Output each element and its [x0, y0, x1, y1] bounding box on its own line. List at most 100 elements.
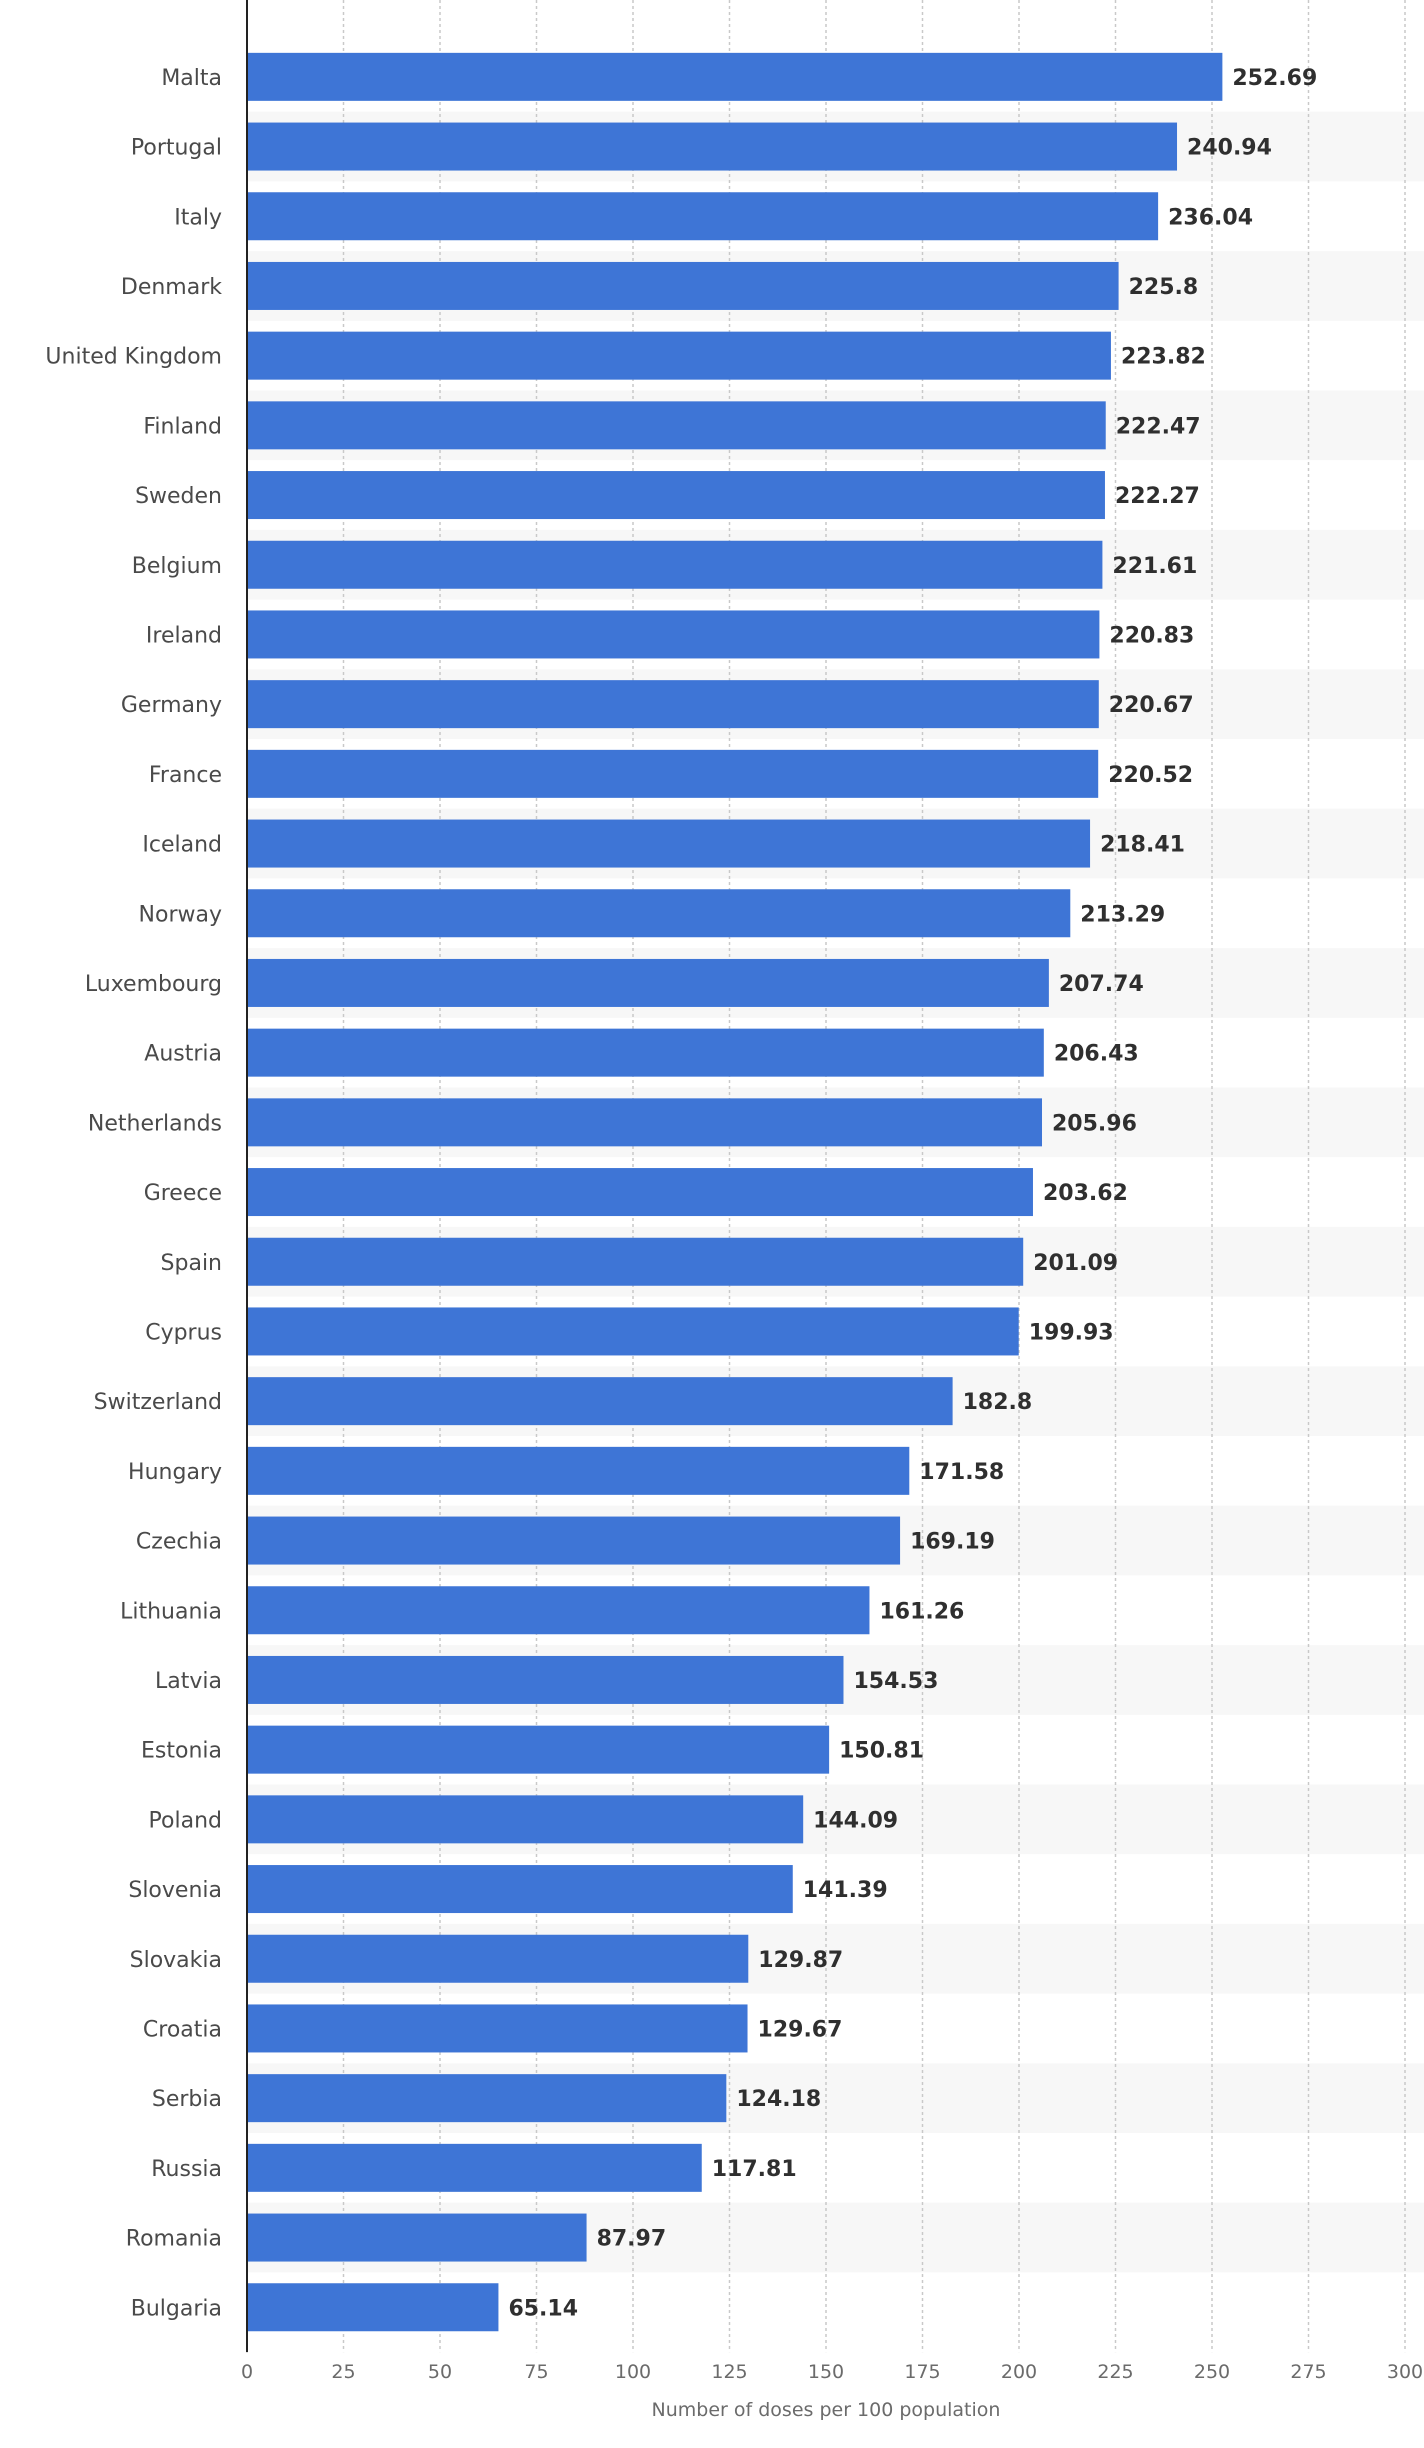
category-label: Romania: [126, 2227, 222, 2252]
category-label: Poland: [149, 1808, 222, 1833]
bar[interactable]: [247, 749, 1099, 798]
data-label: 141.39: [803, 1878, 888, 1903]
bar[interactable]: [247, 1934, 749, 1983]
bar[interactable]: [247, 192, 1159, 241]
category-label: Greece: [144, 1181, 222, 1206]
category-label: Croatia: [143, 2017, 222, 2042]
x-tick-labels: 0 25 50 75 100 125 150 175 200 225 250 275 300: [241, 2361, 1423, 2383]
bar[interactable]: [247, 680, 1099, 729]
category-label: Luxembourg: [85, 972, 222, 997]
bar[interactable]: [247, 1377, 953, 1426]
data-label: 236.04: [1168, 205, 1253, 230]
category-label: Slovakia: [130, 1948, 222, 1973]
bar[interactable]: [247, 1028, 1044, 1077]
category-label: Bulgaria: [131, 2296, 222, 2321]
data-label: 207.74: [1059, 972, 1144, 997]
bar[interactable]: [247, 52, 1223, 101]
category-label: Finland: [143, 414, 222, 439]
data-label: 221.61: [1112, 554, 1197, 579]
category-label: Serbia: [152, 2087, 222, 2112]
bar[interactable]: [247, 540, 1103, 589]
category-label: Sweden: [135, 484, 222, 509]
bar[interactable]: [247, 2074, 727, 2123]
bar[interactable]: [247, 958, 1049, 1007]
bar[interactable]: [247, 1865, 793, 1914]
category-label: Germany: [121, 693, 222, 718]
data-label: 206.43: [1054, 1042, 1139, 1067]
bar[interactable]: [247, 1237, 1024, 1286]
category-label: Hungary: [128, 1460, 222, 1485]
data-label: 171.58: [919, 1460, 1004, 1485]
bar[interactable]: [247, 1586, 870, 1635]
bar[interactable]: [247, 2213, 587, 2262]
x-tick-label: 175: [904, 2361, 940, 2383]
data-label: 223.82: [1121, 345, 1206, 370]
data-label: 220.67: [1109, 693, 1194, 718]
category-label: Spain: [161, 1251, 222, 1276]
category-label: Norway: [139, 902, 222, 927]
x-tick-label: 100: [615, 2361, 651, 2383]
category-label: Ireland: [146, 623, 222, 648]
data-label: 199.93: [1029, 1320, 1114, 1345]
bar[interactable]: [247, 889, 1071, 938]
category-labels: Malta Portugal Italy Denmark United Kingdom F…: [45, 66, 222, 2321]
data-label: 220.83: [1109, 623, 1194, 648]
bar[interactable]: [247, 261, 1119, 310]
x-tick-label: 225: [1097, 2361, 1133, 2383]
category-label: Italy: [174, 205, 222, 230]
data-label: 225.8: [1129, 275, 1199, 300]
value-labels: 252.69 240.94 236.04 225.8 223.82 222.47 222.2…: [508, 66, 1317, 2321]
data-label: 205.96: [1052, 1111, 1137, 1136]
data-label: 218.41: [1100, 833, 1185, 858]
x-tick-label: 250: [1194, 2361, 1230, 2383]
bar[interactable]: [247, 1168, 1033, 1217]
bar[interactable]: [247, 401, 1106, 450]
bar[interactable]: [247, 1516, 901, 1565]
data-label: 220.52: [1108, 763, 1193, 788]
data-label: 213.29: [1080, 902, 1165, 927]
bar[interactable]: [247, 819, 1091, 868]
bar[interactable]: [247, 1307, 1019, 1356]
bar[interactable]: [247, 2283, 499, 2332]
data-label: 87.97: [597, 2227, 667, 2252]
data-label: 201.09: [1033, 1251, 1118, 1276]
bar[interactable]: [247, 1446, 910, 1495]
data-label: 182.8: [963, 1390, 1033, 1415]
category-label: Iceland: [142, 833, 222, 858]
data-label: 203.62: [1043, 1181, 1128, 1206]
data-label: 222.47: [1116, 414, 1201, 439]
x-tick-label: 25: [331, 2361, 355, 2383]
bar[interactable]: [247, 2004, 748, 2053]
data-label: 129.87: [758, 1948, 843, 1973]
category-label: Slovenia: [128, 1878, 222, 1903]
bar[interactable]: [247, 331, 1111, 380]
data-label: 129.67: [758, 2017, 843, 2042]
bar[interactable]: [247, 471, 1105, 520]
category-label: Estonia: [141, 1739, 222, 1764]
x-tick-label: 300: [1387, 2361, 1423, 2383]
x-tick-label: 75: [524, 2361, 548, 2383]
bar[interactable]: [247, 610, 1100, 659]
category-label: Malta: [161, 66, 222, 91]
data-label: 240.94: [1187, 136, 1272, 161]
bar[interactable]: [247, 1725, 830, 1774]
bar[interactable]: [247, 2143, 702, 2192]
category-label: Lithuania: [120, 1599, 222, 1624]
data-label: 222.27: [1115, 484, 1200, 509]
data-label: 161.26: [879, 1599, 964, 1624]
data-label: 117.81: [712, 2157, 797, 2182]
bar[interactable]: [247, 1795, 804, 1844]
category-label: Belgium: [132, 554, 222, 579]
data-label: 252.69: [1232, 66, 1317, 91]
x-tick-label: 0: [241, 2361, 253, 2383]
category-label: Switzerland: [94, 1390, 222, 1415]
data-label: 144.09: [813, 1808, 898, 1833]
data-label: 124.18: [736, 2087, 821, 2112]
data-label: 154.53: [853, 1669, 938, 1694]
bar[interactable]: [247, 1655, 844, 1704]
x-tick-label: 200: [1001, 2361, 1037, 2383]
bar[interactable]: [247, 1098, 1043, 1147]
bar[interactable]: [247, 122, 1178, 171]
x-tick-label: 275: [1290, 2361, 1326, 2383]
